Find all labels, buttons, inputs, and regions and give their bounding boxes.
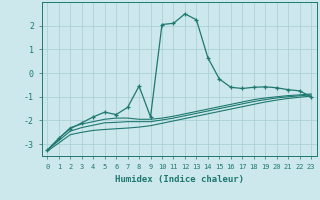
X-axis label: Humidex (Indice chaleur): Humidex (Indice chaleur) <box>115 175 244 184</box>
